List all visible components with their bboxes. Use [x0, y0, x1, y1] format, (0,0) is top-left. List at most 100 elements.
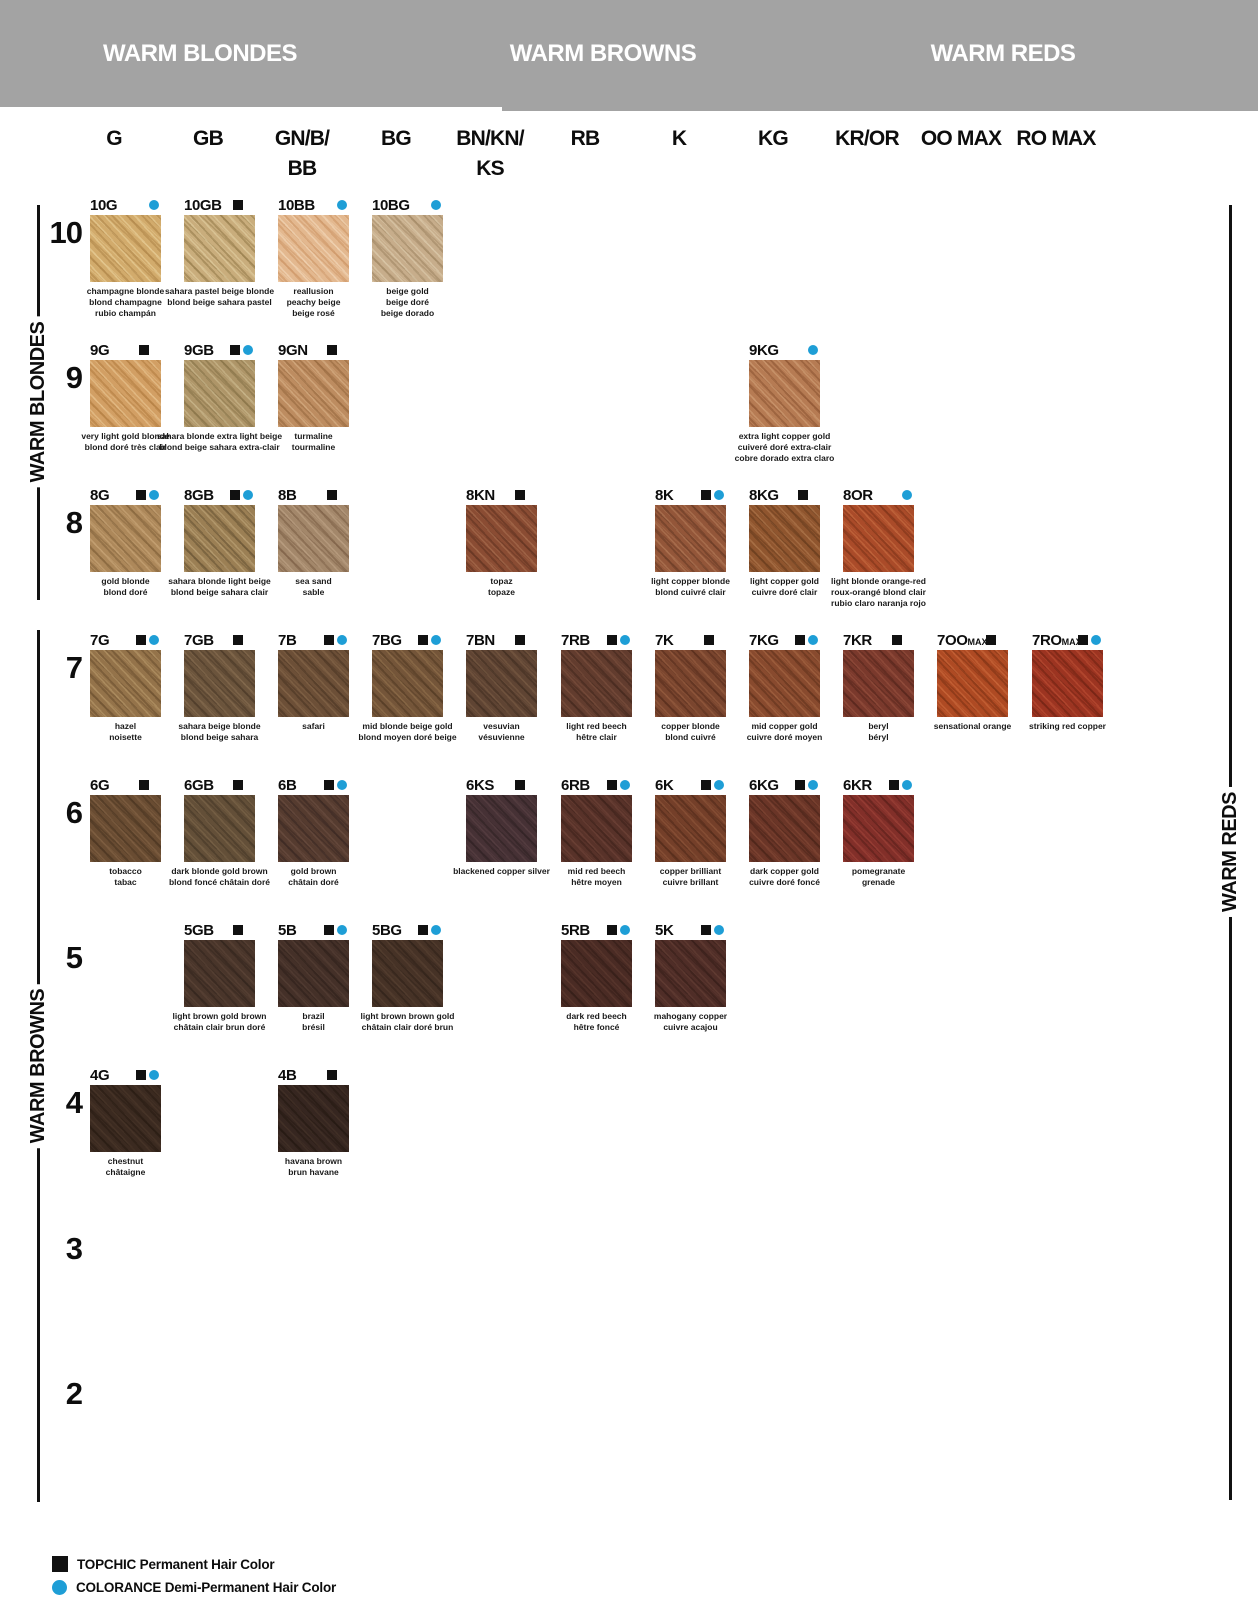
product-markers — [843, 779, 914, 790]
column-header: K — [671, 127, 687, 150]
shade-code: 6KG — [749, 777, 779, 794]
row-level-label: 5 — [65, 940, 83, 975]
shade-name-line: striking red copper — [1029, 721, 1106, 731]
shade-code: 7RB — [561, 632, 590, 649]
shade-name-line: blond moyen doré beige — [358, 732, 457, 743]
product-markers — [466, 489, 537, 500]
topchic-marker-icon — [136, 1069, 146, 1080]
product-markers — [372, 634, 443, 645]
product-markers — [90, 199, 161, 210]
shade-name: blackened copper silver — [430, 866, 573, 877]
shade-name-line: topaz — [490, 576, 513, 586]
shade-code: 8K — [655, 487, 674, 504]
shade-name-line: light copper gold — [750, 576, 819, 586]
shade-name-line: rubio champán — [95, 308, 156, 319]
shade-name-line: dark red beech — [566, 1011, 627, 1021]
shade-name-line: blond foncé châtain doré — [168, 877, 271, 888]
product-markers — [184, 344, 255, 355]
shade-code: 5RB — [561, 922, 590, 939]
shade-code: 9GN — [278, 342, 308, 359]
product-markers — [184, 489, 255, 500]
product-markers — [90, 489, 161, 500]
shade-name-line: peachy beige — [286, 297, 341, 308]
hair-swatch — [655, 795, 726, 862]
shade-name: light brown brown gold châtain clair doré… — [336, 1011, 479, 1033]
colorance-marker-icon — [1091, 634, 1101, 645]
shade-name-line: very light gold blonde — [81, 431, 170, 441]
shade-name-line: safari — [302, 721, 325, 731]
shade-name: pomegranate grenade — [807, 866, 950, 888]
product-markers — [90, 1069, 161, 1080]
shade-code: 5B — [278, 922, 297, 939]
shade-name-line: light red beech — [566, 721, 627, 731]
colorance-marker-icon — [431, 199, 441, 210]
product-markers — [278, 489, 349, 500]
shade-name-line: blond beige sahara clair — [170, 587, 269, 598]
shade-name: copper brilliant cuivre brillant — [619, 866, 762, 888]
topchic-marker-icon — [701, 489, 711, 500]
product-markers — [278, 1069, 349, 1080]
hair-swatch — [561, 795, 632, 862]
shade-name: sahara blonde light beige blond beige sah… — [148, 576, 291, 598]
topchic-marker-icon — [233, 924, 243, 935]
shade-name: hazel noisette — [54, 721, 197, 743]
topchic-marker-icon — [701, 924, 711, 935]
hair-swatch — [184, 795, 255, 862]
shade-code: 9GB — [184, 342, 214, 359]
shade-name-line: blond beige sahara extra-clair — [159, 442, 280, 453]
colorance-marker-icon — [149, 489, 159, 500]
colorance-marker-icon — [337, 779, 347, 790]
hair-swatch — [184, 650, 255, 717]
shade-name-line: sahara beige blonde — [178, 721, 261, 731]
product-markers — [184, 634, 255, 645]
shade-code: 7BG — [372, 632, 402, 649]
hair-swatch — [372, 940, 443, 1007]
colorance-marker-icon — [149, 199, 159, 210]
hair-swatch — [466, 795, 537, 862]
hair-swatch — [655, 940, 726, 1007]
shade-name-line: tourmaline — [291, 442, 336, 453]
row-level-label: 7 — [65, 650, 83, 685]
column-header: RB — [570, 127, 601, 150]
shade-name: gold blonde blond doré — [54, 576, 197, 598]
topchic-marker-icon — [233, 634, 243, 645]
product-markers — [372, 924, 443, 935]
shade-name: havana brown brun havane — [242, 1156, 385, 1178]
shade-name-line: grenade — [861, 877, 896, 888]
shade-name-line: châtaigne — [105, 1167, 146, 1178]
hair-swatch — [655, 505, 726, 572]
shade-name-line: brésil — [302, 1022, 325, 1033]
shade-code: 6K — [655, 777, 674, 794]
column-header: BN/KN/ KS — [456, 127, 524, 181]
shade-code: 6KR — [843, 777, 872, 794]
hair-swatch — [90, 360, 161, 427]
shade-name: sea sand sable — [242, 576, 385, 598]
shade-code: 7GB — [184, 632, 214, 649]
shade-name: mid copper gold cuivre doré moyen — [713, 721, 856, 743]
shade-code: 10BG — [372, 197, 410, 214]
shade-name-line: cuivre doré clair — [751, 587, 818, 598]
row-level-label: 3 — [65, 1231, 83, 1266]
shade-name-line: vésuvienne — [478, 732, 525, 743]
legend-topchic-label: TOPCHIC Permanent Hair Color — [77, 1556, 275, 1572]
shade-name-line: beryl — [868, 721, 889, 731]
column-header: KG — [758, 127, 789, 150]
hair-swatch — [749, 505, 820, 572]
shade-name-line: light blonde orange-red — [831, 576, 926, 586]
shade-name: safari — [242, 721, 385, 732]
colorance-marker-icon — [337, 924, 347, 935]
topchic-marker-icon — [418, 924, 428, 935]
colorance-marker-icon — [243, 489, 253, 500]
shade-name-line: cuivre brillant — [662, 877, 719, 888]
shade-name-line: tabac — [114, 877, 137, 888]
product-markers — [843, 634, 914, 645]
topchic-marker-icon — [795, 634, 805, 645]
colorance-marker-icon — [620, 634, 630, 645]
colorance-marker-icon — [337, 634, 347, 645]
topchic-square-icon — [52, 1556, 68, 1572]
hair-swatch — [278, 795, 349, 862]
shade-code: 8KG — [749, 487, 779, 504]
shade-name: tobacco tabac — [54, 866, 197, 888]
shade-code: 6KS — [466, 777, 494, 794]
shade-name: champagne blonde blond champagne rubio cha… — [54, 286, 197, 319]
